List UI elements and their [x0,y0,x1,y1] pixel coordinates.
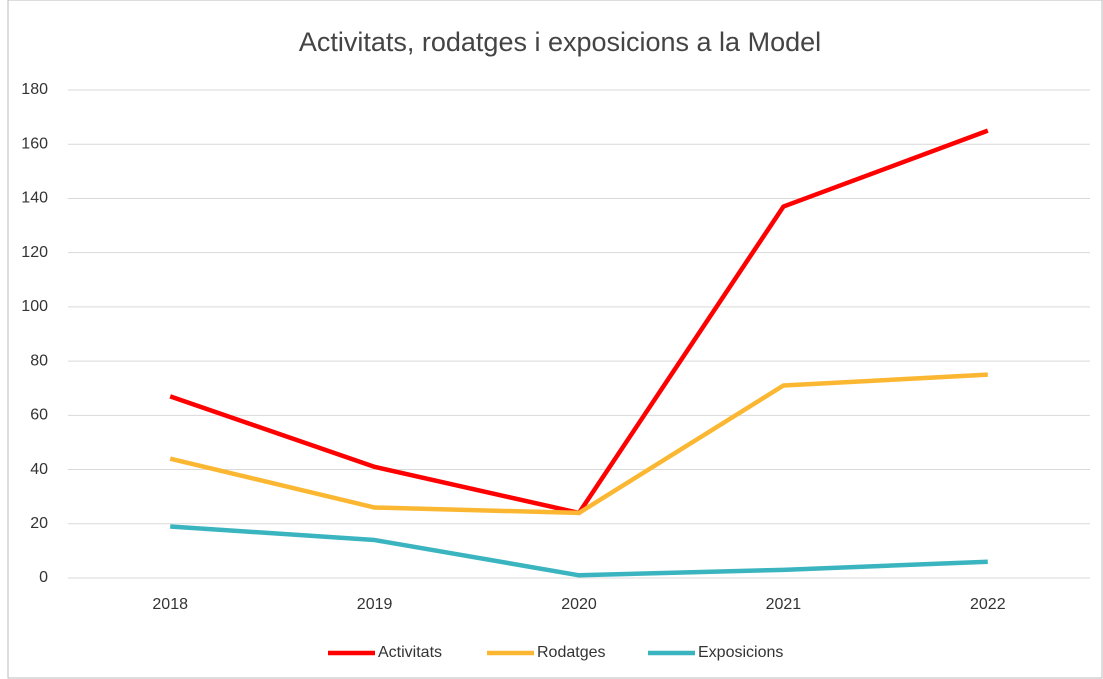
y-tick-label: 0 [39,569,48,586]
y-tick-label: 160 [21,135,48,152]
chart-frame [7,0,1103,679]
x-tick-label: 2019 [357,596,393,613]
legend-label: Exposicions [698,644,783,661]
legend-label: Activitats [378,644,442,661]
y-tick-label: 100 [21,298,48,315]
legend-label: Rodatges [537,644,606,661]
y-tick-label: 80 [30,352,48,369]
y-tick-label: 180 [21,81,48,98]
y-tick-label: 140 [21,190,48,207]
y-tick-label: 120 [21,244,48,261]
series-line [169,372,988,516]
series-line [170,524,988,578]
x-tick-label: 2021 [766,596,802,613]
x-tick-label: 2020 [561,596,597,613]
chart-title: Activitats, rodatges i exposicions a la … [299,27,821,57]
x-tick-label: 2022 [970,596,1006,613]
x-tick-label: 2018 [152,596,188,613]
y-tick-label: 20 [30,515,48,532]
y-tick-label: 60 [30,407,48,424]
y-tick-label: 40 [30,461,48,478]
